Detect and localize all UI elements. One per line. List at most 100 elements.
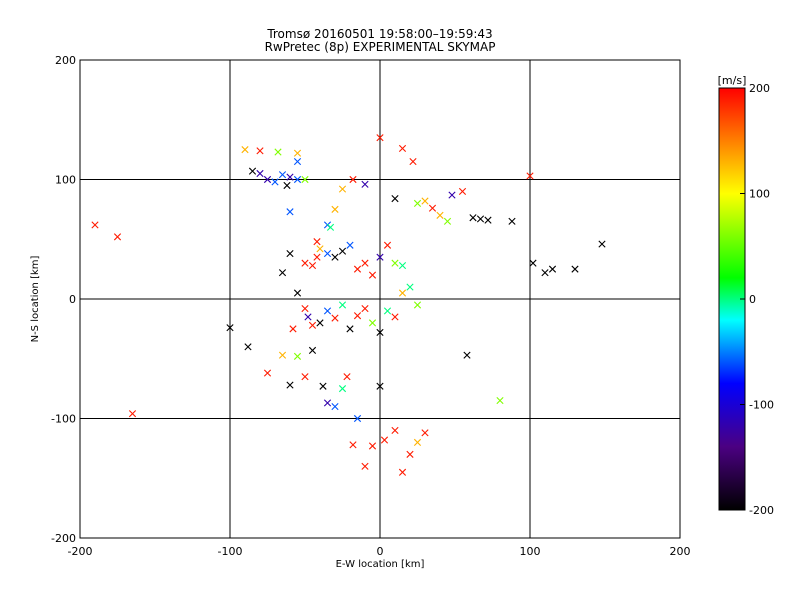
x-marker [353,414,362,423]
x-marker [278,171,287,179]
x-marker [248,167,257,175]
x-marker [326,223,335,231]
x-marker [391,426,399,435]
y-tick-label: 100 [55,174,76,187]
x-marker [278,269,287,277]
y-tick-label: -200 [51,532,76,545]
x-marker [368,442,377,450]
x-marker [128,410,137,418]
x-marker [319,382,327,390]
x-marker [323,250,332,258]
x-marker [548,265,557,273]
x-marker [380,436,389,444]
y-axis-label: N-S location [km] [30,256,41,343]
y-tick-label: 200 [55,54,76,67]
colorbar-tick-label: 100 [749,188,770,201]
x-marker [484,216,492,224]
colorbar-tick-label: -100 [749,399,774,412]
x-marker [256,169,264,178]
x-marker [286,208,294,216]
x-marker [376,328,384,337]
x-marker [286,381,294,389]
colorbar-tick-label: 0 [749,293,756,306]
x-marker [463,351,471,359]
x-marker [448,191,456,199]
x-marker [256,147,264,155]
x-marker [529,259,537,267]
axis-ticks: -200 -100 0 100 200 -200 -100 0 100 200 [51,54,690,558]
x-marker [349,175,357,184]
x-marker [376,382,384,390]
x-marker [413,199,422,207]
x-marker [338,185,347,193]
x-marker [398,289,407,297]
chart-subtitle: RwPretec (8p) EXPERIMENTAL SKYMAP [265,40,496,54]
y-tick-label: -100 [51,413,76,426]
x-marker [406,283,414,291]
x-marker [391,259,399,267]
x-marker [383,241,392,249]
x-marker [353,312,362,320]
plot-frame [79,59,681,539]
x-marker [376,134,384,142]
x-marker [398,261,407,270]
x-marker [293,175,302,184]
x-marker [398,144,407,153]
x-marker [308,346,317,354]
x-marker [476,215,485,223]
x-marker [244,343,252,351]
x-marker [398,468,407,476]
x-tick-label: 200 [670,545,691,558]
x-marker [541,269,549,277]
x-marker [289,325,297,333]
x-marker [301,373,309,381]
x-tick-label: 100 [520,545,541,558]
x-marker [508,217,516,225]
x-marker [421,197,429,205]
x-marker [346,241,354,249]
x-marker [406,450,414,458]
x-marker [338,385,347,393]
x-marker [271,178,279,186]
x-marker [293,157,302,166]
x-marker [286,173,294,181]
x-marker [421,429,429,437]
x-marker [391,313,399,321]
x-marker [361,180,369,188]
x-marker [113,233,122,241]
x-marker [428,204,437,212]
x-marker [293,289,302,297]
x-marker [316,319,324,327]
x-marker [413,438,422,446]
x-marker [308,321,317,329]
x-marker [598,240,606,248]
x-marker [278,351,287,359]
x-marker [323,307,332,315]
x-marker [409,157,417,166]
x-marker [458,187,467,196]
chart-title: Tromsø 20160501 19:58:00–19:59:43 [266,27,492,41]
x-marker [391,195,399,203]
colorbar-ticks: 200 100 0 -100 -200 [740,82,774,517]
x-marker [308,261,317,270]
x-marker [301,259,309,267]
x-marker [413,301,422,309]
x-tick-label: -100 [218,545,243,558]
x-marker [338,301,347,309]
x-marker [376,253,384,261]
x-marker [353,265,362,273]
x-marker [226,324,234,332]
x-marker [526,172,534,180]
x-marker [274,148,282,156]
x-marker [301,304,309,313]
x-tick-label: 0 [377,545,384,558]
x-marker [349,441,357,449]
x-marker [346,325,354,333]
x-marker [313,238,321,246]
y-tick-label: 0 [69,293,76,306]
x-marker [263,175,272,184]
x-marker [331,314,339,322]
x-marker [361,462,369,470]
data-points [91,134,606,476]
